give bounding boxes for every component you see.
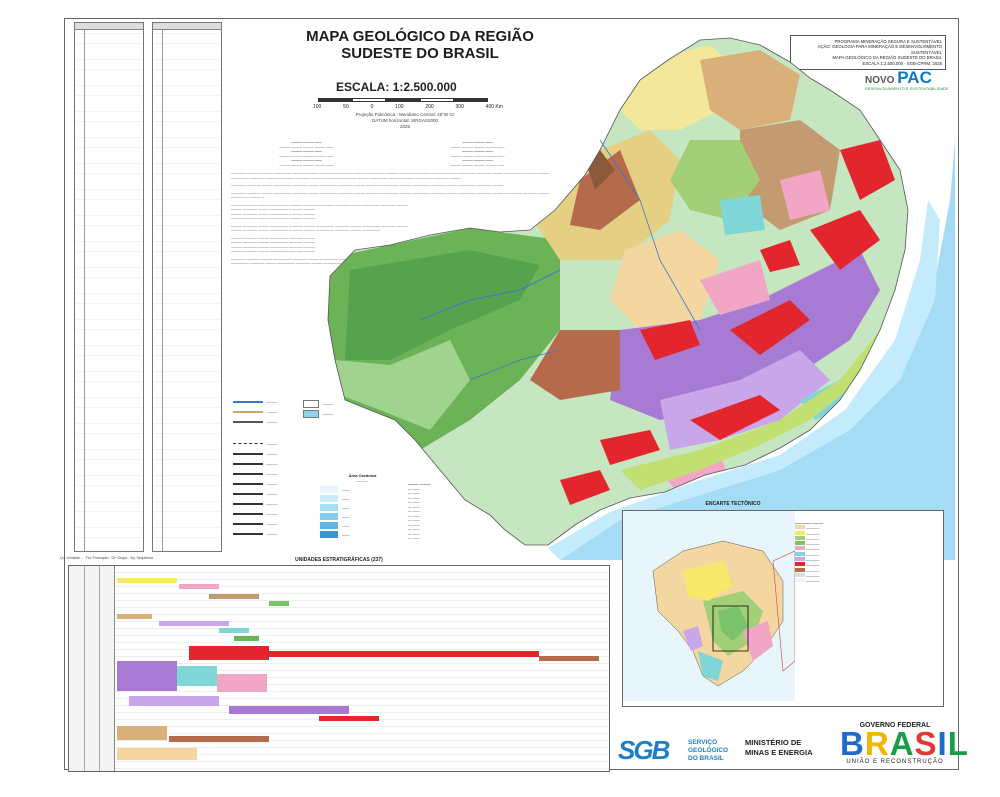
novo-pac-word1: NOVO [865,75,895,86]
unit-index-header [153,23,221,30]
legend-row: ——— [233,532,277,536]
legend-row: ——— [233,472,277,476]
stratigraphic-chart: UNIDADES ESTRATIGRÁFICAS (237) [68,557,610,772]
tectonic-inset-legend: ————— ——— ———— ———— ———— ———— ———— ———— … [795,521,824,584]
legend-row: ——— [303,410,333,418]
land-outline [327,37,909,546]
oceanic-area-title: Área Oceânica [348,473,377,478]
projection-note: Projeção Policônica · Meridiano Central:… [345,112,465,130]
sgb-line: GEOLÓGICO [688,747,729,754]
program-box: PROGRAMA MINERAÇÃO SEGURA E SUSTENTÁVEL … [790,35,946,71]
scale-tick: 300 [455,104,464,110]
credits-paragraph: ——— ———— ——— ————— ———— ——— ——— ———— ——— … [231,235,316,254]
oceanic-area-subtitle: ——— [356,478,369,483]
sgb-line: SERVIÇO [688,739,718,746]
legend-row: ——— [233,522,277,526]
scale-label: ESCALA: 1:2.500.000 [336,80,457,94]
scale-tick: 50 [343,104,349,110]
mme-logo: MINISTÉRIO DE MINAS E ENERGIA [745,738,813,758]
unit-index-column-2 [152,22,222,552]
map-title: MAPA GEOLÓGICO DA REGIÃO SUDESTE DO BRAS… [300,28,540,62]
ocean-area [560,140,955,560]
sgb-line: DO BRASIL [688,755,724,762]
tectonic-inset: ENCARTE TECTÔNICO ————— ——— ———— ———— ——… [622,501,944,707]
program-line: MAPA GEOLÓGICO DA REGIÃO SUDESTE DO BRAS… [832,55,942,61]
unit-index-footnote: Qu: Unidade... · Fm: Formação · Gr: Grup… [60,556,153,560]
stratigraphic-time-columns [69,566,115,771]
river [469,349,561,381]
program-line: AÇÃO: GEOLOGIA PARA MINERAÇÃO E DESENVOL… [817,44,942,55]
map-title-line2: SUDESTE DO BRASIL [341,45,499,62]
structures-legend: ——— ——— ——— ——— ——— ——— ——— ——— ——— ——— … [233,398,533,538]
datum-text: DATUM horizontal: SIRGAS2000 [372,118,438,123]
mme-line: MINISTÉRIO DE [745,738,802,747]
scale-tick: 100 [395,104,404,110]
legend-row: ——— [233,502,277,506]
sgb-logo-text: SERVIÇO GEOLÓGICO DO BRASIL [688,739,748,763]
legend-row: ——— [233,420,277,424]
novo-pac-tagline: DESENVOLVIMENTO E SUSTENTABILIDADE [865,86,949,91]
oceanic-area-legend: Área Oceânica ——— —— —— —— —— —— —— [320,473,405,539]
sgb-logo: SGB SERVIÇO GEOLÓGICO DO BRASIL [618,735,728,766]
governo-federal-logo: GOVERNO FEDERAL BRASIL UNIÃO E RECONSTRU… [840,722,969,765]
legend-row: ——— [303,400,333,408]
scale-tick: 100 [313,104,322,110]
mineral-resources-legend: ——— ——— — —— — —— — —— — —— — —— — —— — —— — ——… [408,482,431,540]
credits-paragraph: ——— ———— ——— ————— ———— ——— ————— ———— —… [231,202,408,221]
legend-row: ——— [233,462,277,466]
program-line: PROGRAMA MINERAÇÃO SEGURA E SUSTENTÁVEL [834,39,942,44]
gov-line1: GOVERNO FEDERAL [859,722,931,729]
scale-tick: 0 [370,104,374,110]
legend-row: ——— [233,400,277,404]
novo-pac-word2: PAC [897,68,932,87]
credits-paragraph: ———— ———— ——— ————— ———— ——— ————— ———— … [231,171,550,180]
unit-index-header [75,23,143,30]
stratigraphic-chart-title: UNIDADES ESTRATIGRÁFICAS (237) [295,557,383,563]
gov-line3: UNIÃO E RECONSTRUÇÃO [846,759,944,765]
river [599,139,701,331]
legend-row: ——— [233,442,277,446]
credits-paragraph: ———— ———— ——— ————— ———— ——— ————— ———— … [231,190,550,200]
year-text: 2025 [399,124,410,129]
program-line: ESCALA 1:2.500.000 · SGB-CPRM, 2025 [862,60,942,66]
map-title-line1: MAPA GEOLÓGICO DA REGIÃO [306,28,534,45]
legend-row: ——— [233,482,277,486]
legend-row: ——— [233,452,277,456]
unit-index-column-1 [74,22,144,552]
scale-tick: 200 [425,104,434,110]
tectonic-inset-title: ENCARTE TECTÔNICO [705,501,761,507]
legend-row: ——— [233,512,277,516]
novo-pac-logo: NOVO PAC DESENVOLVIMENTO E SUSTENTABILID… [865,68,949,91]
legend-row: ——— [233,492,277,496]
credits-paragraph: ——— ———— ——— ————— ———— ——— ————— ———— —… [231,223,408,233]
credits-paragraph: ———— ———— ——— ————— ———— ——— ————— ———— … [231,183,504,187]
credits-institutions: ——— ——— —— ——— ——— ——— ——— —— ——— ——— —— —… [279,140,505,167]
sgb-logo-mark: SGB [618,735,670,765]
projection-text: Projeção Policônica · Meridiano Central:… [355,112,455,117]
scale-ticks: 100 50 0 100 200 300 400 Km [313,104,503,110]
legend-row: ——— [233,410,277,414]
scale-tick: 400 Km [485,104,503,110]
tectonic-inset-map [623,511,796,701]
river [419,269,561,321]
scale-bar [318,98,488,104]
mme-line: MINAS E ENERGIA [745,748,813,757]
gov-brasil-word: BRASIL [840,725,969,762]
